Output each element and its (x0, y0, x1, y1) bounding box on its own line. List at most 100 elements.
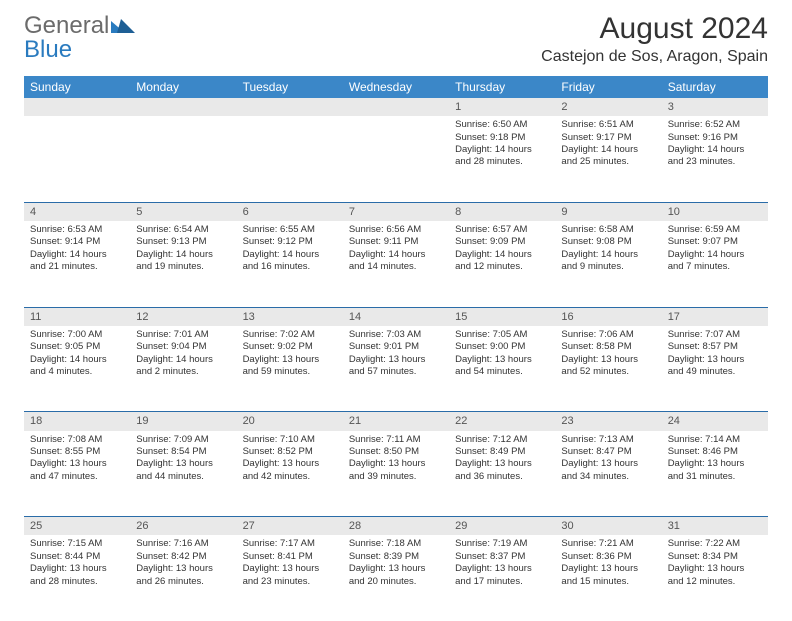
detail-line: Sunrise: 6:59 AM (668, 224, 762, 236)
detail-line: Daylight: 14 hours (349, 249, 443, 261)
weekday-header-row: SundayMondayTuesdayWednesdayThursdayFrid… (24, 76, 768, 98)
detail-line: Daylight: 13 hours (561, 458, 655, 470)
detail-line: and 25 minutes. (561, 156, 655, 168)
day-number-cell: 16 (555, 307, 661, 326)
day-number-cell (130, 98, 236, 116)
day-number-cell: 28 (343, 517, 449, 536)
detail-line: Daylight: 13 hours (136, 458, 230, 470)
day-number-row: 123 (24, 98, 768, 116)
detail-line: and 28 minutes. (455, 156, 549, 168)
detail-line: Sunset: 9:01 PM (349, 341, 443, 353)
detail-line: Sunset: 8:50 PM (349, 446, 443, 458)
detail-line: and 36 minutes. (455, 471, 549, 483)
day-number-cell: 22 (449, 412, 555, 431)
detail-line: Sunrise: 7:16 AM (136, 538, 230, 550)
weekday-header: Sunday (24, 76, 130, 98)
detail-line: Daylight: 14 hours (30, 354, 124, 366)
detail-line: Daylight: 13 hours (668, 563, 762, 575)
day-number-cell (237, 98, 343, 116)
day-number-cell: 13 (237, 307, 343, 326)
detail-line: Sunset: 8:47 PM (561, 446, 655, 458)
day-detail-cell: Sunrise: 6:53 AMSunset: 9:14 PMDaylight:… (24, 221, 130, 307)
detail-line: Sunset: 9:04 PM (136, 341, 230, 353)
day-detail-cell: Sunrise: 6:52 AMSunset: 9:16 PMDaylight:… (662, 116, 768, 202)
detail-line: and 20 minutes. (349, 576, 443, 588)
day-detail-row: Sunrise: 7:08 AMSunset: 8:55 PMDaylight:… (24, 431, 768, 517)
day-detail-cell: Sunrise: 7:09 AMSunset: 8:54 PMDaylight:… (130, 431, 236, 517)
detail-line: and 52 minutes. (561, 366, 655, 378)
day-number-row: 11121314151617 (24, 307, 768, 326)
day-detail-cell: Sunrise: 7:00 AMSunset: 9:05 PMDaylight:… (24, 326, 130, 412)
detail-line: Daylight: 13 hours (561, 563, 655, 575)
detail-line: and 49 minutes. (668, 366, 762, 378)
detail-line: Daylight: 13 hours (243, 563, 337, 575)
weekday-header: Friday (555, 76, 661, 98)
day-detail-row: Sunrise: 7:15 AMSunset: 8:44 PMDaylight:… (24, 535, 768, 621)
day-number-cell: 9 (555, 202, 661, 221)
detail-line: Sunrise: 6:53 AM (30, 224, 124, 236)
detail-line: and 23 minutes. (668, 156, 762, 168)
day-number-cell: 23 (555, 412, 661, 431)
day-detail-cell: Sunrise: 7:22 AMSunset: 8:34 PMDaylight:… (662, 535, 768, 621)
detail-line: Sunrise: 7:18 AM (349, 538, 443, 550)
day-number-row: 45678910 (24, 202, 768, 221)
day-detail-cell: Sunrise: 7:05 AMSunset: 9:00 PMDaylight:… (449, 326, 555, 412)
detail-line: and 2 minutes. (136, 366, 230, 378)
day-number-cell: 12 (130, 307, 236, 326)
detail-line: Sunrise: 7:02 AM (243, 329, 337, 341)
day-detail-cell: Sunrise: 6:50 AMSunset: 9:18 PMDaylight:… (449, 116, 555, 202)
day-detail-cell: Sunrise: 7:15 AMSunset: 8:44 PMDaylight:… (24, 535, 130, 621)
detail-line: Sunrise: 7:15 AM (30, 538, 124, 550)
detail-line: Sunrise: 7:01 AM (136, 329, 230, 341)
day-detail-cell: Sunrise: 7:19 AMSunset: 8:37 PMDaylight:… (449, 535, 555, 621)
logo-line2: Blue (24, 36, 72, 64)
detail-line: Sunset: 9:02 PM (243, 341, 337, 353)
detail-line: and 59 minutes. (243, 366, 337, 378)
detail-line: and 16 minutes. (243, 261, 337, 273)
day-number-row: 18192021222324 (24, 412, 768, 431)
detail-line: Sunset: 8:52 PM (243, 446, 337, 458)
detail-line: and 54 minutes. (455, 366, 549, 378)
day-detail-cell: Sunrise: 7:16 AMSunset: 8:42 PMDaylight:… (130, 535, 236, 621)
detail-line: Daylight: 14 hours (668, 144, 762, 156)
day-detail-row: Sunrise: 6:53 AMSunset: 9:14 PMDaylight:… (24, 221, 768, 307)
detail-line: and 7 minutes. (668, 261, 762, 273)
detail-line: Sunrise: 7:07 AM (668, 329, 762, 341)
detail-line: Daylight: 13 hours (349, 354, 443, 366)
detail-line: Sunrise: 7:21 AM (561, 538, 655, 550)
detail-line: and 12 minutes. (668, 576, 762, 588)
day-number-cell: 26 (130, 517, 236, 536)
day-detail-cell: Sunrise: 6:54 AMSunset: 9:13 PMDaylight:… (130, 221, 236, 307)
day-detail-row: Sunrise: 6:50 AMSunset: 9:18 PMDaylight:… (24, 116, 768, 202)
detail-line: Sunrise: 7:05 AM (455, 329, 549, 341)
detail-line: Daylight: 13 hours (243, 458, 337, 470)
weekday-header: Tuesday (237, 76, 343, 98)
weekday-header: Thursday (449, 76, 555, 98)
detail-line: Sunrise: 7:17 AM (243, 538, 337, 550)
detail-line: Sunrise: 6:56 AM (349, 224, 443, 236)
detail-line: and 14 minutes. (349, 261, 443, 273)
day-detail-cell: Sunrise: 6:51 AMSunset: 9:17 PMDaylight:… (555, 116, 661, 202)
detail-line: Sunset: 8:58 PM (561, 341, 655, 353)
day-number-cell (343, 98, 449, 116)
day-number-cell: 4 (24, 202, 130, 221)
detail-line: Sunset: 8:57 PM (668, 341, 762, 353)
detail-line: Sunset: 9:05 PM (30, 341, 124, 353)
day-detail-cell: Sunrise: 7:11 AMSunset: 8:50 PMDaylight:… (343, 431, 449, 517)
day-detail-cell: Sunrise: 7:13 AMSunset: 8:47 PMDaylight:… (555, 431, 661, 517)
detail-line: Daylight: 14 hours (30, 249, 124, 261)
detail-line: Sunset: 9:09 PM (455, 236, 549, 248)
detail-line: Sunrise: 6:57 AM (455, 224, 549, 236)
day-number-cell: 21 (343, 412, 449, 431)
detail-line: Daylight: 13 hours (30, 458, 124, 470)
detail-line: Daylight: 14 hours (668, 249, 762, 261)
day-number-cell: 30 (555, 517, 661, 536)
location-text: Castejon de Sos, Aragon, Spain (541, 48, 768, 66)
day-detail-cell: Sunrise: 7:17 AMSunset: 8:41 PMDaylight:… (237, 535, 343, 621)
detail-line: and 44 minutes. (136, 471, 230, 483)
day-number-cell: 10 (662, 202, 768, 221)
detail-line: Sunrise: 6:51 AM (561, 119, 655, 131)
detail-line: Sunrise: 7:14 AM (668, 434, 762, 446)
detail-line: Sunset: 9:07 PM (668, 236, 762, 248)
detail-line: Sunset: 8:46 PM (668, 446, 762, 458)
